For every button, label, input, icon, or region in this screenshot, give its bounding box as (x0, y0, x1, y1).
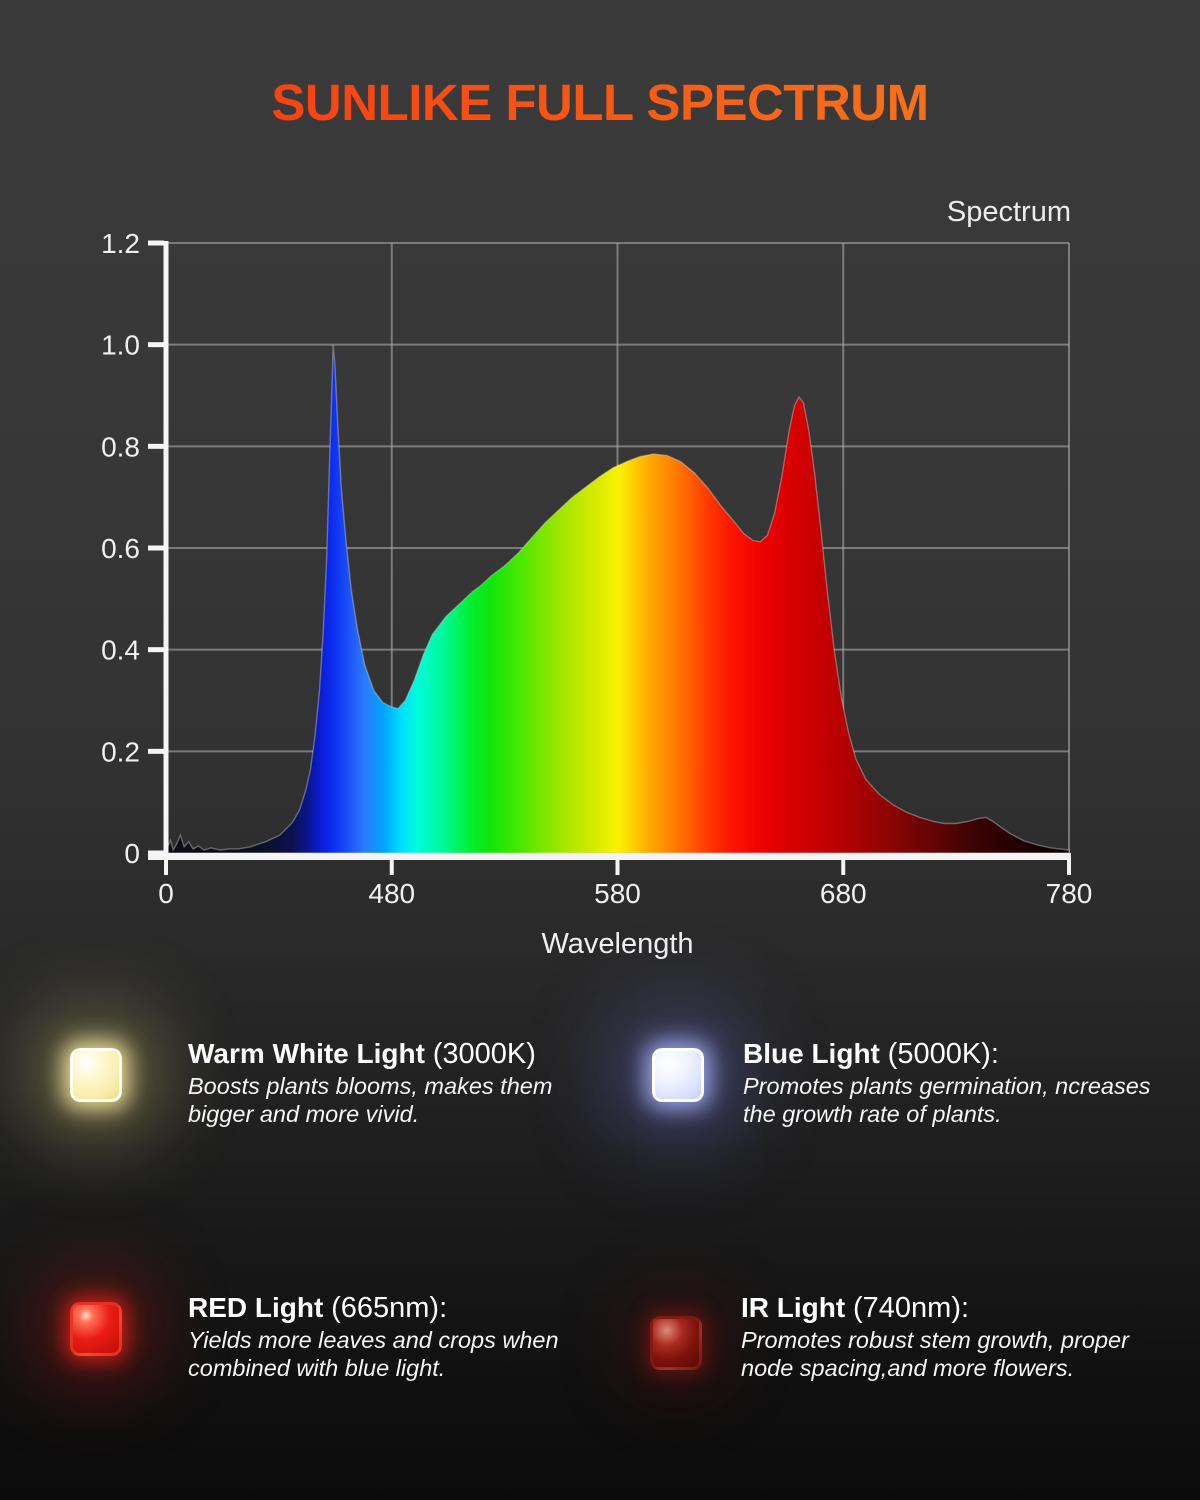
ir-led-icon (650, 1316, 702, 1370)
callout-red-light: RED Light (665nm): Yields more leaves an… (68, 1292, 559, 1382)
y-tick-label: 1.0 (101, 330, 140, 361)
callout-name: RED Light (188, 1292, 324, 1323)
y-tick-label: 1.2 (101, 228, 140, 259)
x-tick-label: 680 (820, 878, 867, 909)
callout-title: IR Light (740nm): (741, 1292, 1129, 1324)
callout-spec: (665nm): (331, 1292, 448, 1324)
callout-name: Warm White Light (188, 1038, 425, 1069)
red-led-icon (70, 1302, 122, 1356)
spectrum-area (165, 344, 1070, 854)
callout-title: Blue Light (5000K): (743, 1038, 1151, 1070)
callout-blue-light: Blue Light (5000K): Promotes plants germ… (648, 1038, 1151, 1128)
y-tick-label: 0.4 (101, 635, 140, 666)
chart-legend-label: Spectrum (946, 196, 1071, 228)
spectrum-chart: 0 0.2 0.4 0.6 0.8 1.0 1.2 0 480 580 680 780 Spectru… (101, 196, 1093, 960)
x-tick-label: 0 (158, 878, 174, 909)
y-tick-label: 0.6 (101, 533, 140, 564)
x-tick-label: 580 (594, 878, 641, 909)
callout-title: RED Light (665nm): (188, 1292, 559, 1324)
callout-warm-white-light: Warm White Light (3000K) Boosts plants b… (68, 1038, 552, 1128)
callout-description: Boosts plants blooms, makes them bigger a… (188, 1073, 553, 1127)
x-tick-label: 480 (368, 878, 415, 909)
callout-name: IR Light (741, 1292, 846, 1323)
callout-name: Blue Light (743, 1038, 880, 1069)
callout-spec: (5000K): (887, 1038, 999, 1070)
x-tick-label: 780 (1046, 878, 1093, 909)
y-tick-label: 0.8 (101, 431, 140, 462)
callout-title: Warm White Light (3000K) (188, 1038, 552, 1070)
callout-spec: (740nm): (852, 1292, 970, 1324)
y-tick-label: 0.2 (101, 736, 140, 767)
page-title: SUNLIKE FULL SPECTRUM (0, 74, 1200, 132)
y-tick-label: 0 (124, 838, 140, 869)
blue-led-icon (652, 1048, 704, 1102)
x-axis-title: Wavelength (541, 928, 694, 960)
spectrum-plot: 0 0.2 0.4 0.6 0.8 1.0 1.2 0 480 580 680 780 (101, 228, 1093, 909)
warm-white-led-icon (70, 1048, 122, 1102)
callout-ir-light: IR Light (740nm): Promotes robust stem g… (648, 1292, 1129, 1382)
callout-spec: (3000K) (432, 1038, 536, 1070)
callout-description: Promotes plants germination, ncreases the… (743, 1073, 1151, 1127)
callout-description: Promotes robust stem growth, proper node … (741, 1327, 1129, 1381)
callout-description: Yields more leaves and crops when combine… (188, 1327, 559, 1381)
